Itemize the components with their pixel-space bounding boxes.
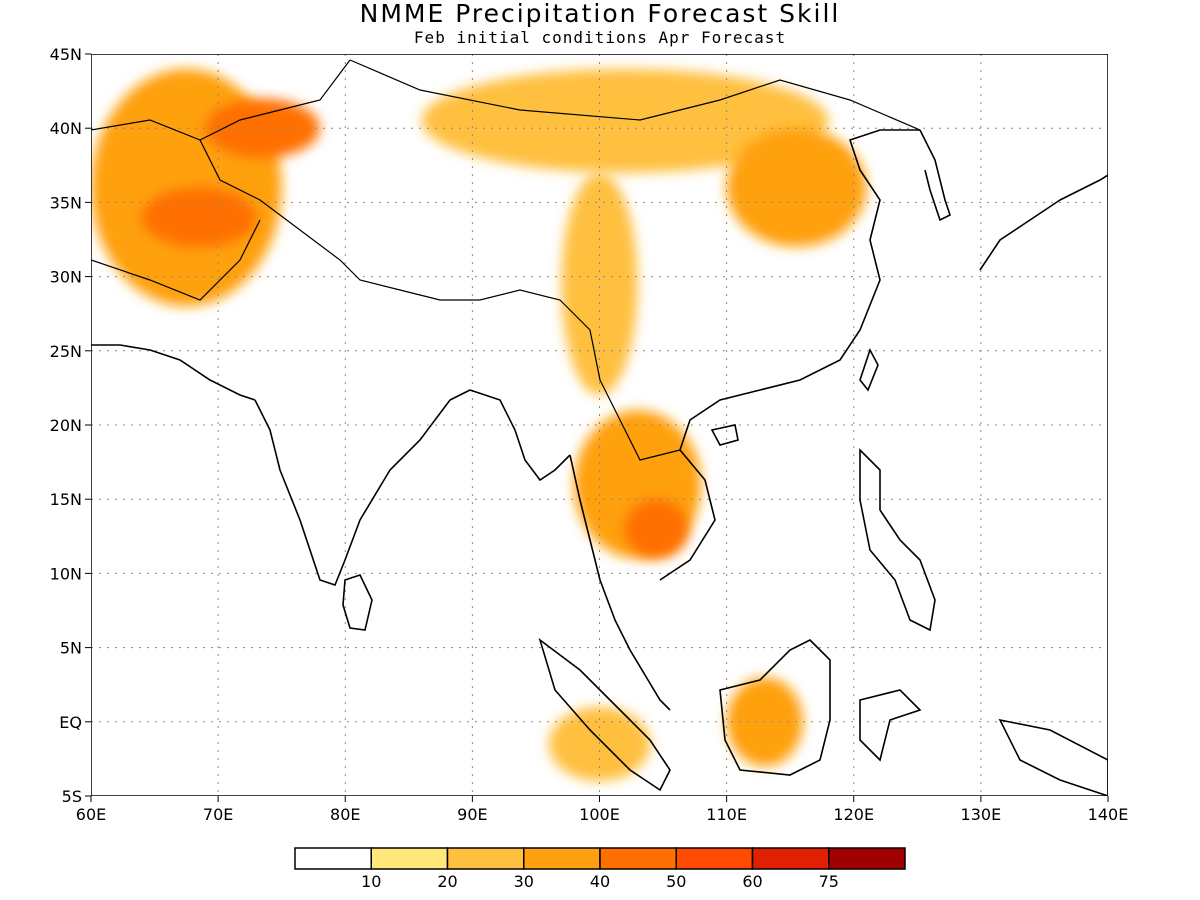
iran-coastline: [91, 344, 256, 401]
colorbar-swatch: [828, 847, 906, 870]
hainan-coastline: [710, 424, 739, 446]
india-coastline: [254, 389, 471, 586]
y-tick-label: 25N: [50, 342, 82, 361]
taiwan-coastline: [859, 347, 879, 392]
sumatra-coastline: [538, 637, 671, 792]
colorbar-label: 60: [742, 872, 762, 891]
y-tick-label: 15N: [50, 490, 82, 509]
colorbar-swatch: [599, 847, 677, 870]
colorbar: 10 20 30 40 50 60 75: [294, 847, 906, 891]
map-subtitle: Feb initial conditions Apr Forecast: [413, 28, 787, 47]
y-tick-label: EQ: [59, 713, 82, 732]
cambodia-skill-region: [624, 499, 689, 559]
country-borders: [91, 59, 921, 461]
borneo-coastline: [719, 639, 831, 776]
y-tick-label: 20N: [50, 416, 82, 435]
sri-lanka-coastline: [342, 574, 373, 631]
new-guinea-coastline: [998, 718, 1108, 796]
y-tick-label: 30N: [50, 268, 82, 287]
colorbar-label: 75: [819, 872, 839, 891]
colorbar-label: 10: [361, 872, 381, 891]
x-tick-label: 130E: [961, 805, 1002, 824]
y-tick-label: 45N: [50, 45, 82, 64]
x-tick-label: 110E: [706, 805, 747, 824]
y-tick-label: 40N: [50, 119, 82, 138]
colorbar-swatch: [751, 847, 830, 870]
y-axis-ticks: 5S EQ 5N 10N 15N 20N 25N 30N 35N 40N 45N: [50, 45, 91, 806]
x-tick-label: 120E: [833, 805, 874, 824]
sumatra-skill-region: [548, 706, 651, 782]
colorbar-swatch: [446, 847, 525, 870]
gridlines: [91, 54, 1108, 796]
x-tick-label: 80E: [330, 805, 360, 824]
japan-coastline: [979, 174, 1108, 271]
korea-coastline: [919, 129, 951, 222]
colorbar-label: 50: [666, 872, 686, 891]
map-title: NMME Precipitation Forecast Skill: [359, 0, 841, 28]
indochina-coastline: [659, 389, 761, 581]
north-china-skill-region: [726, 128, 867, 247]
colorbar-swatch: [370, 847, 449, 870]
x-tick-label: 70E: [203, 805, 233, 824]
x-tick-label: 100E: [579, 805, 620, 824]
colorbar-swatch: [523, 847, 601, 870]
colorbar-label: 20: [437, 872, 457, 891]
x-tick-label: 90E: [457, 805, 487, 824]
y-tick-label: 5N: [60, 639, 82, 658]
y-tick-label: 35N: [50, 193, 82, 212]
x-tick-label: 60E: [76, 805, 106, 824]
tajikistan-skill-region: [205, 98, 320, 158]
coastlines: [91, 59, 1108, 796]
colorbar-swatch: [675, 847, 754, 870]
central-asia-skill-region: [141, 187, 257, 247]
sulawesi-coastline: [859, 689, 922, 762]
colorbar-label: 30: [514, 872, 534, 891]
myanmar-coastline: [469, 389, 571, 482]
y-tick-label: 5S: [62, 787, 82, 806]
x-tick-label: 140E: [1088, 805, 1129, 824]
colorbar-swatch: [294, 847, 372, 870]
malay-coastline: [569, 454, 671, 711]
tibet-plateau-skill-region: [561, 172, 638, 396]
philippines-coastline: [859, 448, 936, 632]
china-coastline: [759, 129, 920, 391]
x-axis-ticks: 60E 70E 80E 90E 100E 110E 120E 130E 140E: [76, 796, 1129, 824]
colorbar-label: 40: [590, 872, 610, 891]
y-tick-label: 10N: [50, 564, 82, 583]
